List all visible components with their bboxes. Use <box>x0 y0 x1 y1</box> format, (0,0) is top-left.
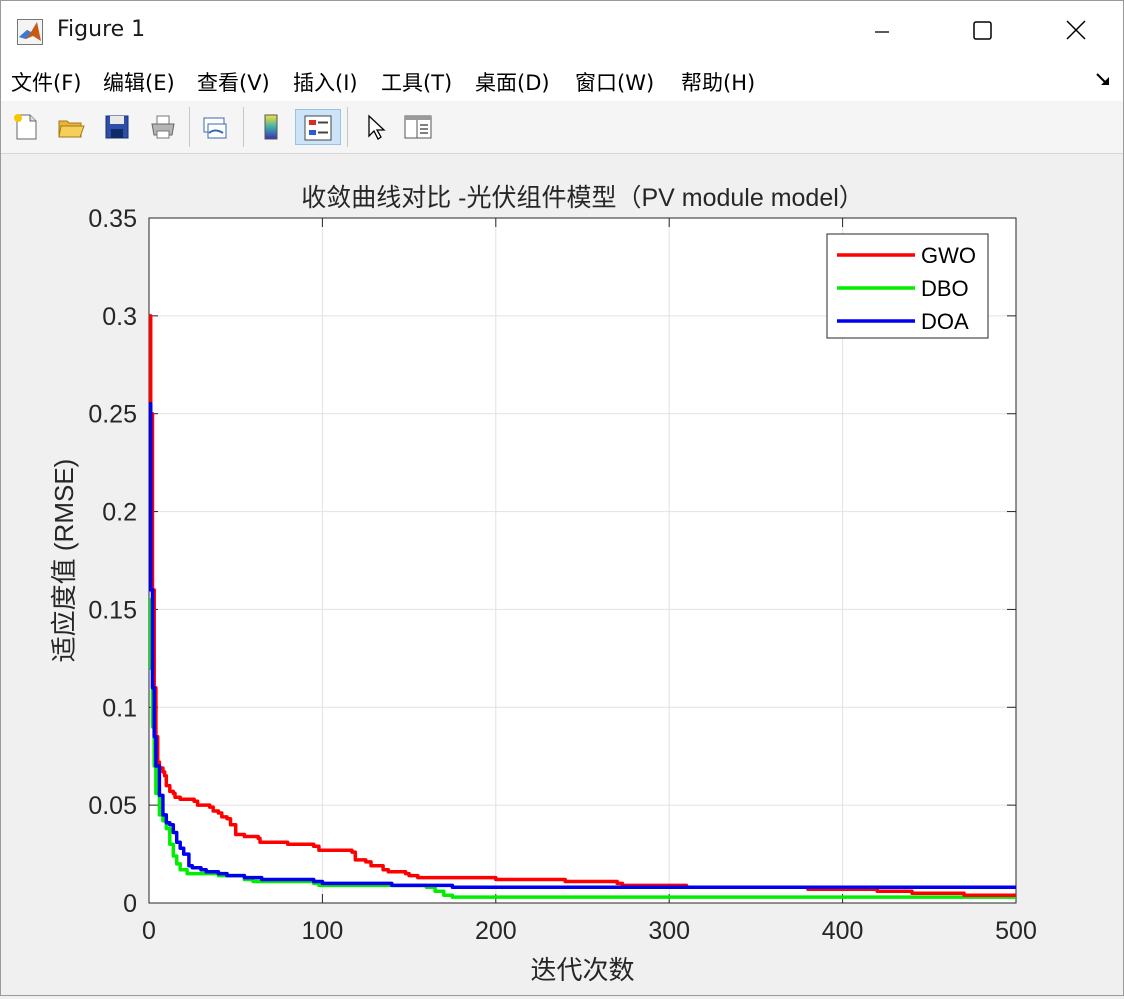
link-plot-button[interactable] <box>197 109 231 145</box>
menu-view[interactable]: 查看(V) <box>197 71 270 95</box>
x-tick-label: 400 <box>822 917 864 945</box>
toolbar-separator <box>189 107 190 147</box>
save-button[interactable] <box>99 109 133 145</box>
legend-label-dbo: DBO <box>921 276 969 301</box>
legend-icon <box>304 115 332 141</box>
print-icon <box>151 115 175 139</box>
y-tick-label: 0.35 <box>88 205 137 233</box>
property-inspector-icon <box>404 115 432 139</box>
menu-window[interactable]: 窗口(W) <box>575 71 655 95</box>
toolbar-separator <box>347 107 348 147</box>
x-tick-label: 500 <box>995 917 1037 945</box>
series-line-doa[interactable] <box>148 402 1016 890</box>
x-axis-label: 迭代次数 <box>530 955 634 985</box>
minimize-icon[interactable] <box>859 11 905 51</box>
menu-insert[interactable]: 插入(I) <box>293 71 358 95</box>
y-tick-label: 0.15 <box>88 596 137 624</box>
y-tick-label: 0.3 <box>102 303 137 331</box>
y-tick-label: 0.05 <box>88 792 137 820</box>
print-button[interactable] <box>145 109 179 145</box>
chart[interactable]: 0 100 200 300 400 500 0 0.05 0.1 0.15 0.2 0.25 0.3 0.… <box>1 154 1123 995</box>
series-line-dbo[interactable] <box>148 597 1016 899</box>
open-file-button[interactable] <box>53 109 87 145</box>
figure-canvas: 0 100 200 300 400 500 0 0.05 0.1 0.15 0.2 0.25 0.3 0.… <box>1 154 1123 995</box>
x-tick-label: 0 <box>142 917 156 945</box>
y-tick-label: 0.1 <box>102 694 137 722</box>
menu-edit[interactable]: 编辑(E) <box>103 71 175 95</box>
menu-bar: 文件(F) 编辑(E) 查看(V) 插入(I) 工具(T) 桌面(D) 窗口(W… <box>1 61 1123 101</box>
menu-file[interactable]: 文件(F) <box>11 71 82 95</box>
y-axis-label: 适应度值 (RMSE) <box>49 459 79 663</box>
edit-plot-button[interactable] <box>357 109 391 145</box>
x-tick-label: 100 <box>302 917 344 945</box>
menu-tools[interactable]: 工具(T) <box>381 71 453 95</box>
legend-label-doa: DOA <box>921 309 969 334</box>
open-file-icon <box>58 120 85 138</box>
x-tick-label: 200 <box>475 917 517 945</box>
menu-desktop[interactable]: 桌面(D) <box>475 71 550 95</box>
maximize-icon[interactable] <box>959 11 1005 51</box>
x-tick-label: 300 <box>648 917 690 945</box>
new-figure-button[interactable] <box>9 109 43 145</box>
toolbar <box>1 101 1123 154</box>
new-figure-icon <box>14 114 37 140</box>
colorbar-button[interactable] <box>253 109 287 145</box>
toolbar-separator <box>243 107 244 147</box>
title-bar: Figure 1 <box>1 1 1123 61</box>
matlab-logo-icon <box>17 19 43 45</box>
chart-title: 收敛曲线对比 -光伏组件模型（PV module model） <box>301 184 864 212</box>
window-title: Figure 1 <box>57 17 146 42</box>
legend-label-gwo: GWO <box>921 243 976 268</box>
dock-arrow-icon[interactable] <box>1095 71 1111 87</box>
series-line-gwo[interactable] <box>148 314 1016 897</box>
edit-plot-pointer-icon <box>368 114 386 140</box>
y-tick-label: 0.2 <box>102 499 137 527</box>
close-icon[interactable] <box>1053 11 1099 51</box>
y-tick-label: 0.25 <box>88 401 137 429</box>
property-inspector-button[interactable] <box>399 109 433 145</box>
save-icon <box>105 115 129 139</box>
menu-help[interactable]: 帮助(H) <box>681 71 756 95</box>
legend-button[interactable] <box>295 109 341 145</box>
link-plot-icon <box>203 117 227 139</box>
colorbar-icon <box>264 114 278 140</box>
y-tick-label: 0 <box>123 890 137 918</box>
